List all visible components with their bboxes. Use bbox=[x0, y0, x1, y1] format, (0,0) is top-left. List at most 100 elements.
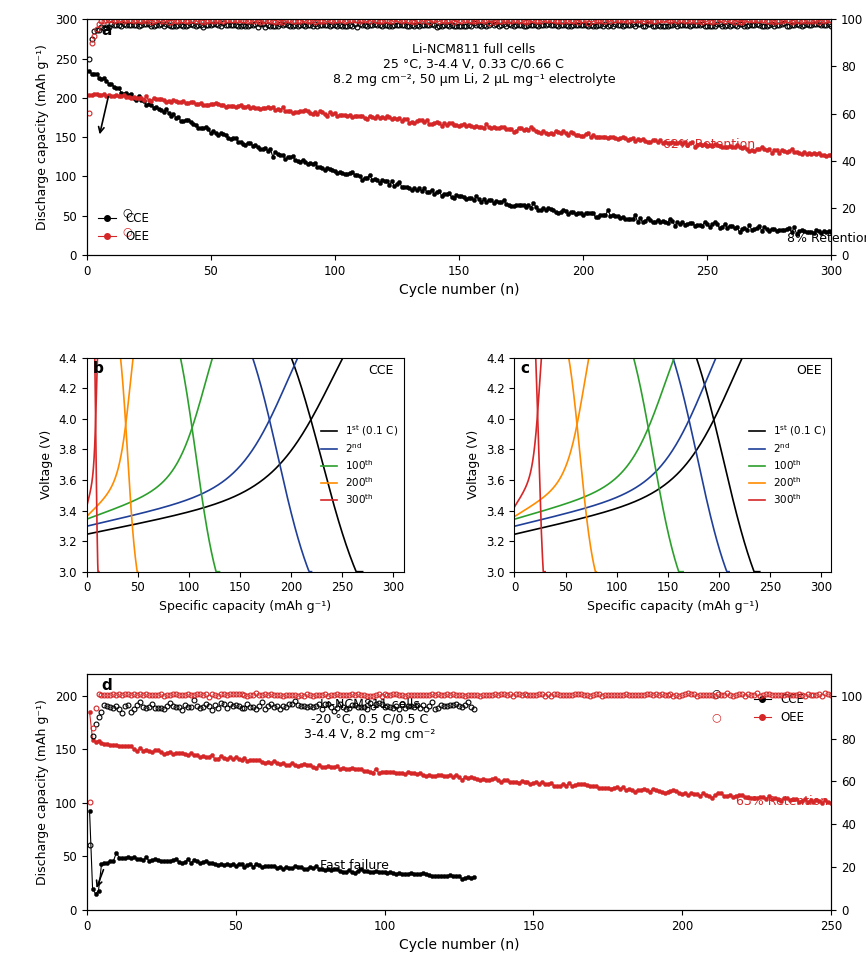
Line: 1$^{\mathrm{st}}$ (0.1 C): 1$^{\mathrm{st}}$ (0.1 C) bbox=[87, 354, 363, 572]
300$^{\mathrm{th}}$ bbox=[527, 348, 538, 360]
Line: 200$^{\mathrm{th}}$: 200$^{\mathrm{th}}$ bbox=[514, 354, 596, 572]
Line: 300$^{\mathrm{th}}$: 300$^{\mathrm{th}}$ bbox=[514, 354, 545, 572]
2$^{\mathrm{nd}}$ bbox=[724, 566, 734, 578]
100$^{\mathrm{th}}$ bbox=[674, 566, 684, 578]
100$^{\mathrm{th}}$ bbox=[211, 566, 222, 578]
2$^{\mathrm{nd}}$ bbox=[215, 348, 225, 360]
Text: a: a bbox=[101, 23, 112, 38]
Text: CCE: CCE bbox=[369, 364, 394, 377]
X-axis label: Cycle number (n): Cycle number (n) bbox=[398, 938, 520, 953]
200$^{\mathrm{th}}$ bbox=[81, 348, 92, 360]
200$^{\mathrm{th}}$ bbox=[591, 566, 601, 578]
Line: 300$^{\mathrm{th}}$: 300$^{\mathrm{th}}$ bbox=[87, 354, 99, 572]
1$^{\mathrm{st}}$ (0.1 C) bbox=[358, 566, 368, 578]
100$^{\mathrm{th}}$ bbox=[651, 469, 662, 480]
300$^{\mathrm{th}}$ bbox=[89, 348, 100, 360]
2$^{\mathrm{nd}}$ bbox=[219, 348, 229, 360]
2$^{\mathrm{nd}}$ bbox=[641, 348, 651, 360]
X-axis label: Cycle number (n): Cycle number (n) bbox=[398, 283, 520, 297]
Text: 8% Retention: 8% Retention bbox=[786, 232, 866, 246]
Text: Fast failure: Fast failure bbox=[320, 860, 389, 872]
2$^{\mathrm{nd}}$ bbox=[637, 348, 647, 360]
200$^{\mathrm{th}}$ bbox=[559, 348, 570, 360]
Line: 100$^{\mathrm{th}}$: 100$^{\mathrm{th}}$ bbox=[514, 354, 683, 572]
Line: 2$^{\mathrm{nd}}$: 2$^{\mathrm{nd}}$ bbox=[87, 354, 312, 572]
X-axis label: Specific capacity (mAh g⁻¹): Specific capacity (mAh g⁻¹) bbox=[159, 600, 331, 613]
100$^{\mathrm{th}}$ bbox=[610, 348, 620, 360]
Legend: 1$^{\mathrm{st}}$ (0.1 C), 2$^{\mathrm{nd}}$, 100$^{\mathrm{th}}$, 200$^{\mathrm: 1$^{\mathrm{st}}$ (0.1 C), 2$^{\mathrm{n… bbox=[749, 423, 826, 506]
200$^{\mathrm{th}}$ bbox=[127, 528, 138, 539]
Text: Li-NCM811 full cells
25 °C, 3-4.4 V, 0.33 C/0.66 C
8.2 mg cm⁻², 50 μm Li, 2 μL m: Li-NCM811 full cells 25 °C, 3-4.4 V, 0.3… bbox=[333, 43, 615, 86]
100$^{\mathrm{th}}$ bbox=[612, 348, 623, 360]
200$^{\mathrm{th}}$ bbox=[132, 566, 143, 578]
2$^{\mathrm{nd}}$ bbox=[637, 348, 648, 360]
1$^{\mathrm{st}}$ (0.1 C) bbox=[509, 348, 520, 360]
300$^{\mathrm{th}}$ bbox=[509, 348, 520, 360]
200$^{\mathrm{th}}$ bbox=[112, 348, 122, 360]
100$^{\mathrm{th}}$ bbox=[160, 348, 171, 360]
300$^{\mathrm{th}}$ bbox=[93, 558, 103, 569]
2$^{\mathrm{nd}}$ bbox=[690, 442, 701, 454]
100$^{\mathrm{th}}$ bbox=[678, 566, 688, 578]
200$^{\mathrm{th}}$ bbox=[558, 348, 568, 360]
1$^{\mathrm{st}}$ (0.1 C) bbox=[81, 348, 92, 360]
2$^{\mathrm{nd}}$ bbox=[271, 442, 281, 454]
2$^{\mathrm{nd}}$ bbox=[82, 348, 93, 360]
2$^{\mathrm{nd}}$ bbox=[721, 566, 732, 578]
1$^{\mathrm{st}}$ (0.1 C) bbox=[352, 566, 362, 578]
2$^{\mathrm{nd}}$ bbox=[510, 348, 520, 360]
Text: b: b bbox=[93, 361, 104, 376]
100$^{\mathrm{th}}$ bbox=[510, 348, 520, 360]
100$^{\mathrm{th}}$ bbox=[202, 524, 212, 535]
1$^{\mathrm{st}}$ (0.1 C) bbox=[250, 348, 261, 360]
1$^{\mathrm{st}}$ (0.1 C) bbox=[716, 445, 727, 457]
Text: ○: ○ bbox=[123, 227, 132, 236]
Text: 62% Retention: 62% Retention bbox=[662, 138, 754, 151]
Y-axis label: Voltage (V): Voltage (V) bbox=[40, 430, 53, 499]
200$^{\mathrm{th}}$ bbox=[132, 566, 142, 578]
Line: 1$^{\mathrm{st}}$ (0.1 C): 1$^{\mathrm{st}}$ (0.1 C) bbox=[514, 354, 759, 572]
X-axis label: Specific capacity (mAh g⁻¹): Specific capacity (mAh g⁻¹) bbox=[587, 600, 759, 613]
200$^{\mathrm{th}}$ bbox=[125, 483, 135, 495]
200$^{\mathrm{th}}$ bbox=[509, 348, 520, 360]
300$^{\mathrm{th}}$ bbox=[535, 497, 546, 508]
300$^{\mathrm{th}}$ bbox=[92, 516, 102, 528]
Text: 63% Retention: 63% Retention bbox=[736, 796, 828, 808]
Legend: CCE, OEE: CCE, OEE bbox=[93, 206, 156, 249]
300$^{\mathrm{th}}$ bbox=[537, 546, 547, 558]
100$^{\mathrm{th}}$ bbox=[193, 469, 204, 480]
300$^{\mathrm{th}}$ bbox=[509, 348, 520, 360]
2$^{\mathrm{nd}}$ bbox=[285, 504, 295, 516]
2$^{\mathrm{nd}}$ bbox=[216, 348, 226, 360]
200$^{\mathrm{th}}$ bbox=[578, 483, 589, 495]
1$^{\mathrm{st}}$ (0.1 C) bbox=[656, 348, 666, 360]
2$^{\mathrm{nd}}$ bbox=[304, 566, 314, 578]
Text: Li-NCM811 cells
-20 °C, 0.5 C/0.5 C
3-4.4 V, 8.2 mg cm⁻²: Li-NCM811 cells -20 °C, 0.5 C/0.5 C 3-4.… bbox=[304, 698, 436, 741]
300$^{\mathrm{th}}$ bbox=[81, 348, 92, 360]
1$^{\mathrm{st}}$ (0.1 C) bbox=[510, 348, 520, 360]
300$^{\mathrm{th}}$ bbox=[538, 566, 548, 578]
1$^{\mathrm{st}}$ (0.1 C) bbox=[754, 566, 765, 578]
Y-axis label: Voltage (V): Voltage (V) bbox=[468, 430, 481, 499]
1$^{\mathrm{st}}$ (0.1 C) bbox=[732, 509, 742, 521]
100$^{\mathrm{th}}$ bbox=[509, 348, 520, 360]
200$^{\mathrm{th}}$ bbox=[113, 348, 123, 360]
200$^{\mathrm{th}}$ bbox=[509, 348, 520, 360]
1$^{\mathrm{st}}$ (0.1 C) bbox=[750, 566, 760, 578]
300$^{\mathrm{th}}$ bbox=[528, 348, 539, 360]
300$^{\mathrm{th}}$ bbox=[527, 348, 538, 360]
200$^{\mathrm{th}}$ bbox=[558, 348, 568, 360]
100$^{\mathrm{th}}$ bbox=[82, 348, 93, 360]
100$^{\mathrm{th}}$ bbox=[81, 348, 92, 360]
2$^{\mathrm{nd}}$ bbox=[704, 504, 714, 516]
1$^{\mathrm{st}}$ (0.1 C) bbox=[82, 348, 93, 360]
Text: OEE: OEE bbox=[796, 364, 822, 377]
1$^{\mathrm{st}}$ (0.1 C) bbox=[246, 348, 256, 360]
100$^{\mathrm{th}}$ bbox=[160, 348, 171, 360]
Text: ○: ○ bbox=[123, 207, 132, 218]
Legend: CCE, OEE: CCE, OEE bbox=[747, 687, 811, 730]
Legend: 1$^{\mathrm{st}}$ (0.1 C), 2$^{\mathrm{nd}}$, 100$^{\mathrm{th}}$, 200$^{\mathrm: 1$^{\mathrm{st}}$ (0.1 C), 2$^{\mathrm{n… bbox=[321, 423, 398, 506]
Y-axis label: Discharge capacity (mAh g⁻¹): Discharge capacity (mAh g⁻¹) bbox=[36, 699, 49, 885]
1$^{\mathrm{st}}$ (0.1 C) bbox=[655, 348, 665, 360]
1$^{\mathrm{st}}$ (0.1 C) bbox=[245, 348, 255, 360]
